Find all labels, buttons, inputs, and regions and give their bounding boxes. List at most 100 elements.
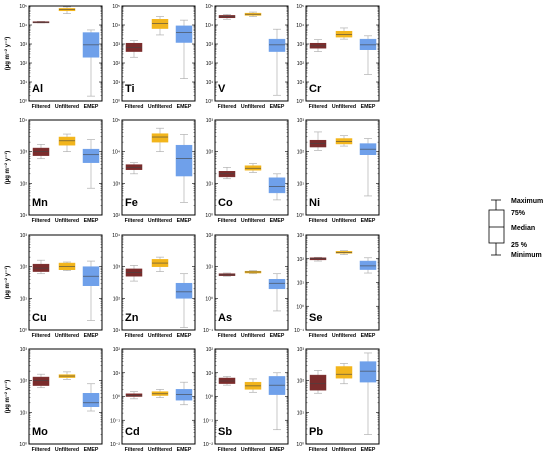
panel-frame [28,119,103,216]
y-tick-label: 10⁻¹ [203,418,213,424]
y-tick-label: 10¹ [113,328,121,334]
x-tick-label: EMEP [270,447,285,453]
y-tick-label: 10³ [20,233,28,239]
panel-mo: 10⁰ 10¹ 10² 10³ (µg m⁻² y⁻¹) Filtered Unfilter… [4,347,103,453]
y-tick-label: 10⁵ [296,4,304,10]
box-emep [175,282,193,299]
legend-label-minimum: Minimum [511,252,542,259]
x-tick-label: EMEP [177,447,192,453]
y-tick-label: 10⁵ [112,118,120,124]
box-unfiltered [151,19,169,29]
y-tick-label: 10² [297,379,305,385]
x-tick-label: Unfiltered [332,218,356,224]
y-tick-label: 10⁰ [205,395,213,401]
y-tick-label: 10³ [206,42,214,48]
x-tick-label: EMEP [270,218,285,224]
x-tick-label: Filtered [125,218,144,224]
legend-box [488,209,505,244]
y-tick-label: 10³ [20,150,28,156]
element-label: Cr [309,83,322,95]
panel-pb: 10⁰ 10¹ 10² 10³ Filtered Unfiltered EMEP Pb [296,347,380,453]
y-tick-label: 10² [297,257,305,263]
x-tick-label: Filtered [218,104,237,110]
element-label: Al [32,83,43,95]
y-axis-label: (µg m⁻² y⁻¹) [4,37,11,70]
y-tick-label: 10² [20,379,28,385]
panel-v: 10⁰ 10¹ 10² 10³ 10⁴ 10⁵ Filtered Unfiltered EMEP… [205,4,289,110]
x-tick-label: EMEP [270,104,285,110]
x-tick-label: Unfiltered [55,447,79,453]
y-tick-label: 10⁰ [205,213,213,219]
y-tick-label: 10² [206,150,214,156]
x-tick-label: Unfiltered [332,447,356,453]
x-tick-label: Filtered [309,218,328,224]
box-unfiltered [151,133,169,143]
element-label: Co [218,197,233,209]
y-tick-label: 10² [113,213,121,219]
box-emep [268,376,286,395]
y-tick-label: 10⁻¹ [203,328,213,334]
element-label: As [218,312,232,324]
panel-ti: 10⁰ 10¹ 10² 10³ 10⁴ 10⁵ Filtered Unfiltered EMEP… [112,4,196,110]
x-tick-label: Filtered [309,447,328,453]
x-tick-label: Unfiltered [241,447,265,453]
x-tick-label: Filtered [125,333,144,339]
y-tick-label: 10⁰ [19,328,27,334]
y-tick-label: 10¹ [113,80,121,86]
x-tick-label: Unfiltered [241,218,265,224]
y-tick-label: 10³ [297,233,305,239]
y-tick-label: 10⁰ [205,296,213,302]
y-tick-label: 10⁻¹ [110,418,120,424]
y-tick-label: 10⁻² [110,442,120,448]
y-tick-label: 10⁰ [296,304,304,310]
x-tick-label: EMEP [84,104,99,110]
x-tick-label: Unfiltered [148,333,172,339]
box-emep [175,144,193,177]
panel-grid: 10⁰ 10¹ 10² 10³ 10⁴ 10⁵ (µg m⁻² y⁻¹) Filtered Un… [4,4,380,453]
panel-ni: 10⁰ 10¹ 10² 10³ Filtered Unfiltered EMEP Ni [296,118,380,224]
legend-label-maximum: Maximum [511,198,543,205]
x-tick-label: EMEP [84,218,99,224]
y-tick-label: 10⁰ [19,442,27,448]
y-tick-label: 10² [206,233,214,239]
panel-frame [214,5,289,102]
y-tick-label: 10¹ [206,181,214,187]
y-tick-label: 10⁴ [112,150,120,156]
element-label: Zn [125,312,139,324]
x-tick-label: Filtered [32,104,51,110]
y-tick-label: 10⁴ [296,23,304,29]
y-tick-label: 10¹ [20,296,28,302]
panel-cr: 10⁰ 10¹ 10² 10³ 10⁴ 10⁵ Filtered Unfiltered EMEP… [296,4,380,110]
panel-cu: 10⁰ 10¹ 10² 10³ (µg m⁻² y⁻¹) Filtered Unfilter… [4,233,103,339]
y-tick-label: 10⁴ [205,23,213,29]
y-tick-label: 10² [297,61,305,67]
legend: Maximum 75% Median 25 % Minimum [488,198,543,259]
y-tick-label: 10³ [20,347,28,353]
box-emep [268,38,286,52]
y-tick-label: 10⁴ [112,233,120,239]
y-tick-label: 10⁴ [19,118,27,124]
legend-label-q3: 75% [511,210,526,217]
x-tick-label: Filtered [309,104,328,110]
y-axis-label: (µg m⁻² y⁻¹) [4,151,11,184]
y-tick-label: 10³ [297,347,305,353]
legend-label-median: Median [511,225,535,232]
panel-al: 10⁰ 10¹ 10² 10³ 10⁴ 10⁵ (µg m⁻² y⁻¹) Filtered Un… [4,4,103,110]
y-tick-label: 10¹ [297,281,305,287]
y-tick-label: 10⁰ [296,99,304,105]
x-tick-label: Unfiltered [55,218,79,224]
y-tick-label: 10⁴ [112,23,120,29]
y-tick-label: 10⁵ [19,4,27,10]
element-label: Cd [125,426,140,438]
y-tick-label: 10³ [113,181,121,187]
element-label: Se [309,312,322,324]
x-tick-label: Filtered [218,218,237,224]
x-tick-label: Filtered [125,447,144,453]
element-label: Sb [218,426,232,438]
y-tick-label: 10⁰ [296,213,304,219]
legend-label-q1: 25 % [511,242,528,249]
x-tick-label: Filtered [218,333,237,339]
x-tick-label: EMEP [84,333,99,339]
x-tick-label: Unfiltered [148,218,172,224]
